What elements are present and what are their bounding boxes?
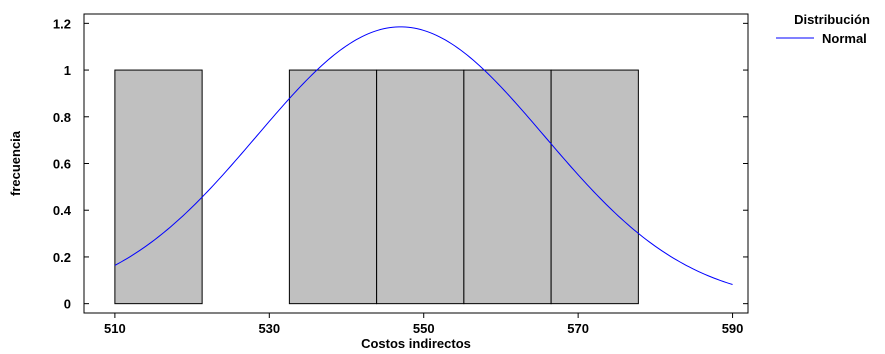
y-tick-label-6: 1.2: [53, 16, 71, 31]
y-axis: 0 0.2 0.4 0.6 0.8 1 1.2: [53, 16, 748, 312]
histogram-bar-3: [376, 69, 465, 305]
legend-title: Distribución: [794, 12, 870, 27]
y-tick-label-3: 0.6: [53, 157, 71, 172]
histogram-bars: [114, 69, 639, 305]
y-tick-label-5: 1: [64, 63, 71, 78]
x-tick-label-3: 570: [567, 321, 589, 336]
x-tick-label-4: 590: [722, 321, 744, 336]
normal-curve: [114, 26, 733, 286]
x-tick-label-0: 510: [104, 321, 126, 336]
y-tick-label-1: 0.2: [53, 250, 71, 265]
legend-label-normal: Normal: [822, 31, 867, 46]
y-axis-title: frecuencia: [8, 130, 23, 196]
histogram-bar-5: [550, 69, 639, 305]
histogram-bar-4: [463, 69, 552, 305]
y-tick-label-0: 0: [64, 297, 71, 312]
x-axis-title: Costos indirectos: [361, 336, 471, 351]
y-tick-label-2: 0.4: [53, 203, 72, 218]
x-tick-label-1: 530: [258, 321, 280, 336]
histogram-bar-2: [288, 69, 378, 305]
y-tick-label-4: 0.8: [53, 110, 71, 125]
x-tick-label-2: 550: [413, 321, 435, 336]
histogram-bar-0: [114, 69, 203, 305]
x-axis: 510 530 550 570 590: [104, 313, 743, 336]
legend: Distribución Normal: [776, 12, 870, 46]
